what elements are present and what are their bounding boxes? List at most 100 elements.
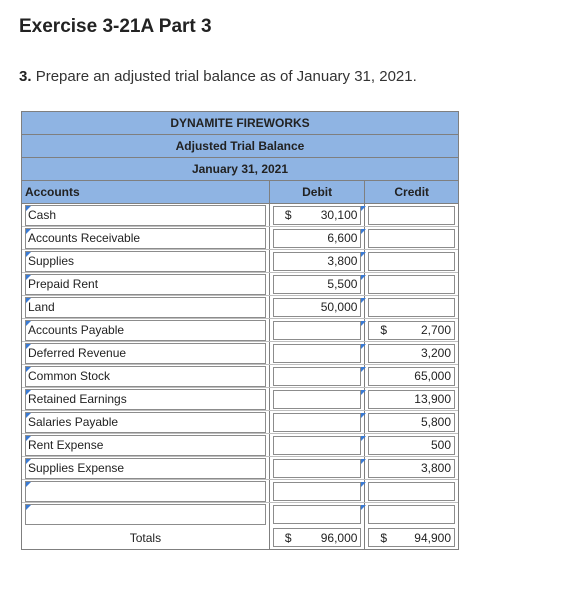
account-dropdown[interactable]: Supplies [25, 250, 266, 272]
total-debit-input[interactable]: $ 96,000 [272, 528, 362, 547]
credit-cell: 3,200 [365, 342, 458, 364]
page-title: Exercise 3-21A Part 3 [19, 16, 212, 37]
debit-value: 6,600 [327, 231, 358, 245]
dropdown-marker-icon [26, 481, 31, 487]
account-name: Supplies Expense [28, 461, 125, 475]
account-dropdown[interactable]: Supplies Expense [25, 457, 266, 479]
input-marker-icon [361, 251, 367, 257]
input-marker-icon [361, 435, 367, 441]
account-dropdown[interactable]: Deferred Revenue [25, 342, 266, 364]
debit-input[interactable] [272, 343, 367, 363]
account-dropdown[interactable]: Common Stock [25, 365, 266, 387]
credit-input[interactable]: 500 [368, 435, 455, 455]
currency-symbol: $ [380, 530, 388, 545]
account-dropdown[interactable]: Cash [25, 204, 266, 226]
currency-symbol: $ [284, 208, 292, 222]
account-dropdown[interactable]: Retained Earnings [25, 388, 266, 410]
debit-input[interactable] [272, 481, 367, 501]
account-name: Prepaid Rent [28, 277, 99, 291]
debit-input[interactable]: 50,000 [272, 297, 367, 317]
credit-input[interactable]: 3,200 [368, 343, 455, 363]
account-cell: Prepaid Rent [22, 273, 270, 295]
credit-input[interactable] [368, 251, 455, 271]
credit-value: 3,800 [420, 461, 451, 475]
account-dropdown[interactable]: Prepaid Rent [25, 273, 266, 295]
account-dropdown[interactable]: Rent Expense [25, 434, 266, 456]
credit-input[interactable]: 5,800 [368, 412, 455, 432]
account-dropdown[interactable] [25, 480, 266, 502]
debit-input[interactable] [272, 458, 367, 478]
debit-cell [270, 388, 367, 410]
debit-cell [270, 342, 367, 364]
credit-cell [365, 273, 458, 295]
currency-symbol: $ [284, 530, 292, 545]
account-dropdown[interactable] [25, 504, 266, 525]
table-row: Supplies 3,800 [22, 250, 458, 273]
debit-input[interactable] [272, 320, 367, 340]
account-cell: Accounts Receivable [22, 227, 270, 249]
input-marker-icon [361, 274, 367, 280]
credit-value: 500 [430, 438, 451, 452]
credit-input[interactable] [368, 205, 455, 225]
input-marker-icon [361, 389, 367, 395]
column-header-row: Accounts Debit Credit [22, 181, 458, 204]
credit-cell [365, 227, 458, 249]
credit-cell: 500 [365, 434, 458, 456]
debit-input[interactable] [272, 389, 367, 409]
input-marker-icon [361, 481, 367, 487]
credit-value: 3,200 [420, 346, 451, 360]
credit-input[interactable] [368, 228, 455, 248]
account-dropdown[interactable]: Land [25, 296, 266, 318]
debit-input[interactable]: 5,500 [272, 274, 367, 294]
debit-input[interactable]: 3,800 [272, 251, 367, 271]
account-name: Supplies [28, 254, 75, 268]
table-row: Accounts Payable $ 2,700 [22, 319, 458, 342]
account-name: Cash [28, 208, 57, 222]
account-name: Salaries Payable [28, 415, 119, 429]
totals-label: Totals [22, 526, 270, 549]
dropdown-marker-icon [26, 412, 31, 418]
input-marker-icon [361, 205, 367, 211]
debit-input[interactable]: 6,600 [272, 228, 367, 248]
step-number: 3. [19, 68, 32, 85]
credit-cell [365, 480, 458, 502]
debit-input[interactable] [272, 435, 367, 455]
table-row: Cash $ 30,100 [22, 204, 458, 227]
debit-input[interactable] [272, 366, 367, 386]
dropdown-marker-icon [26, 274, 31, 280]
debit-input[interactable]: $ 30,100 [272, 205, 367, 225]
account-dropdown[interactable]: Salaries Payable [25, 411, 266, 433]
table-row: Rent Expense 500 [22, 434, 458, 457]
account-cell: Salaries Payable [22, 411, 270, 433]
debit-input[interactable] [272, 505, 367, 524]
credit-input[interactable]: $ 2,700 [368, 320, 455, 340]
account-dropdown[interactable]: Accounts Payable [25, 319, 266, 341]
table-row [22, 480, 458, 503]
credit-input[interactable]: 13,900 [368, 389, 455, 409]
dropdown-marker-icon [26, 389, 31, 395]
credit-input[interactable] [368, 274, 455, 294]
debit-value: 30,100 [320, 208, 358, 222]
credit-input[interactable]: 65,000 [368, 366, 455, 386]
dropdown-marker-icon [26, 458, 31, 464]
debit-cell: $ 30,100 [270, 204, 367, 226]
credit-input[interactable] [368, 505, 455, 524]
credit-input[interactable]: 3,800 [368, 458, 455, 478]
debit-value: 3,800 [327, 254, 358, 268]
company-name: DYNAMITE FIREWORKS [22, 112, 458, 135]
dropdown-marker-icon [26, 297, 31, 303]
total-debit-cell: $ 96,000 [270, 526, 366, 549]
total-credit-input[interactable]: $ 94,900 [368, 528, 455, 547]
account-cell: Accounts Payable [22, 319, 270, 341]
input-marker-icon [361, 366, 367, 372]
debit-input[interactable] [272, 412, 367, 432]
credit-input[interactable] [368, 297, 455, 317]
table-body: Cash $ 30,100 Accounts Receivable [22, 204, 458, 526]
instruction-body: Prepare an adjusted trial balance as of … [35, 68, 417, 85]
account-cell [22, 480, 270, 502]
dropdown-marker-icon [26, 228, 31, 234]
account-dropdown[interactable]: Accounts Receivable [25, 227, 266, 249]
account-cell [22, 503, 270, 526]
credit-input[interactable] [368, 481, 455, 501]
credit-value: 2,700 [420, 323, 451, 337]
